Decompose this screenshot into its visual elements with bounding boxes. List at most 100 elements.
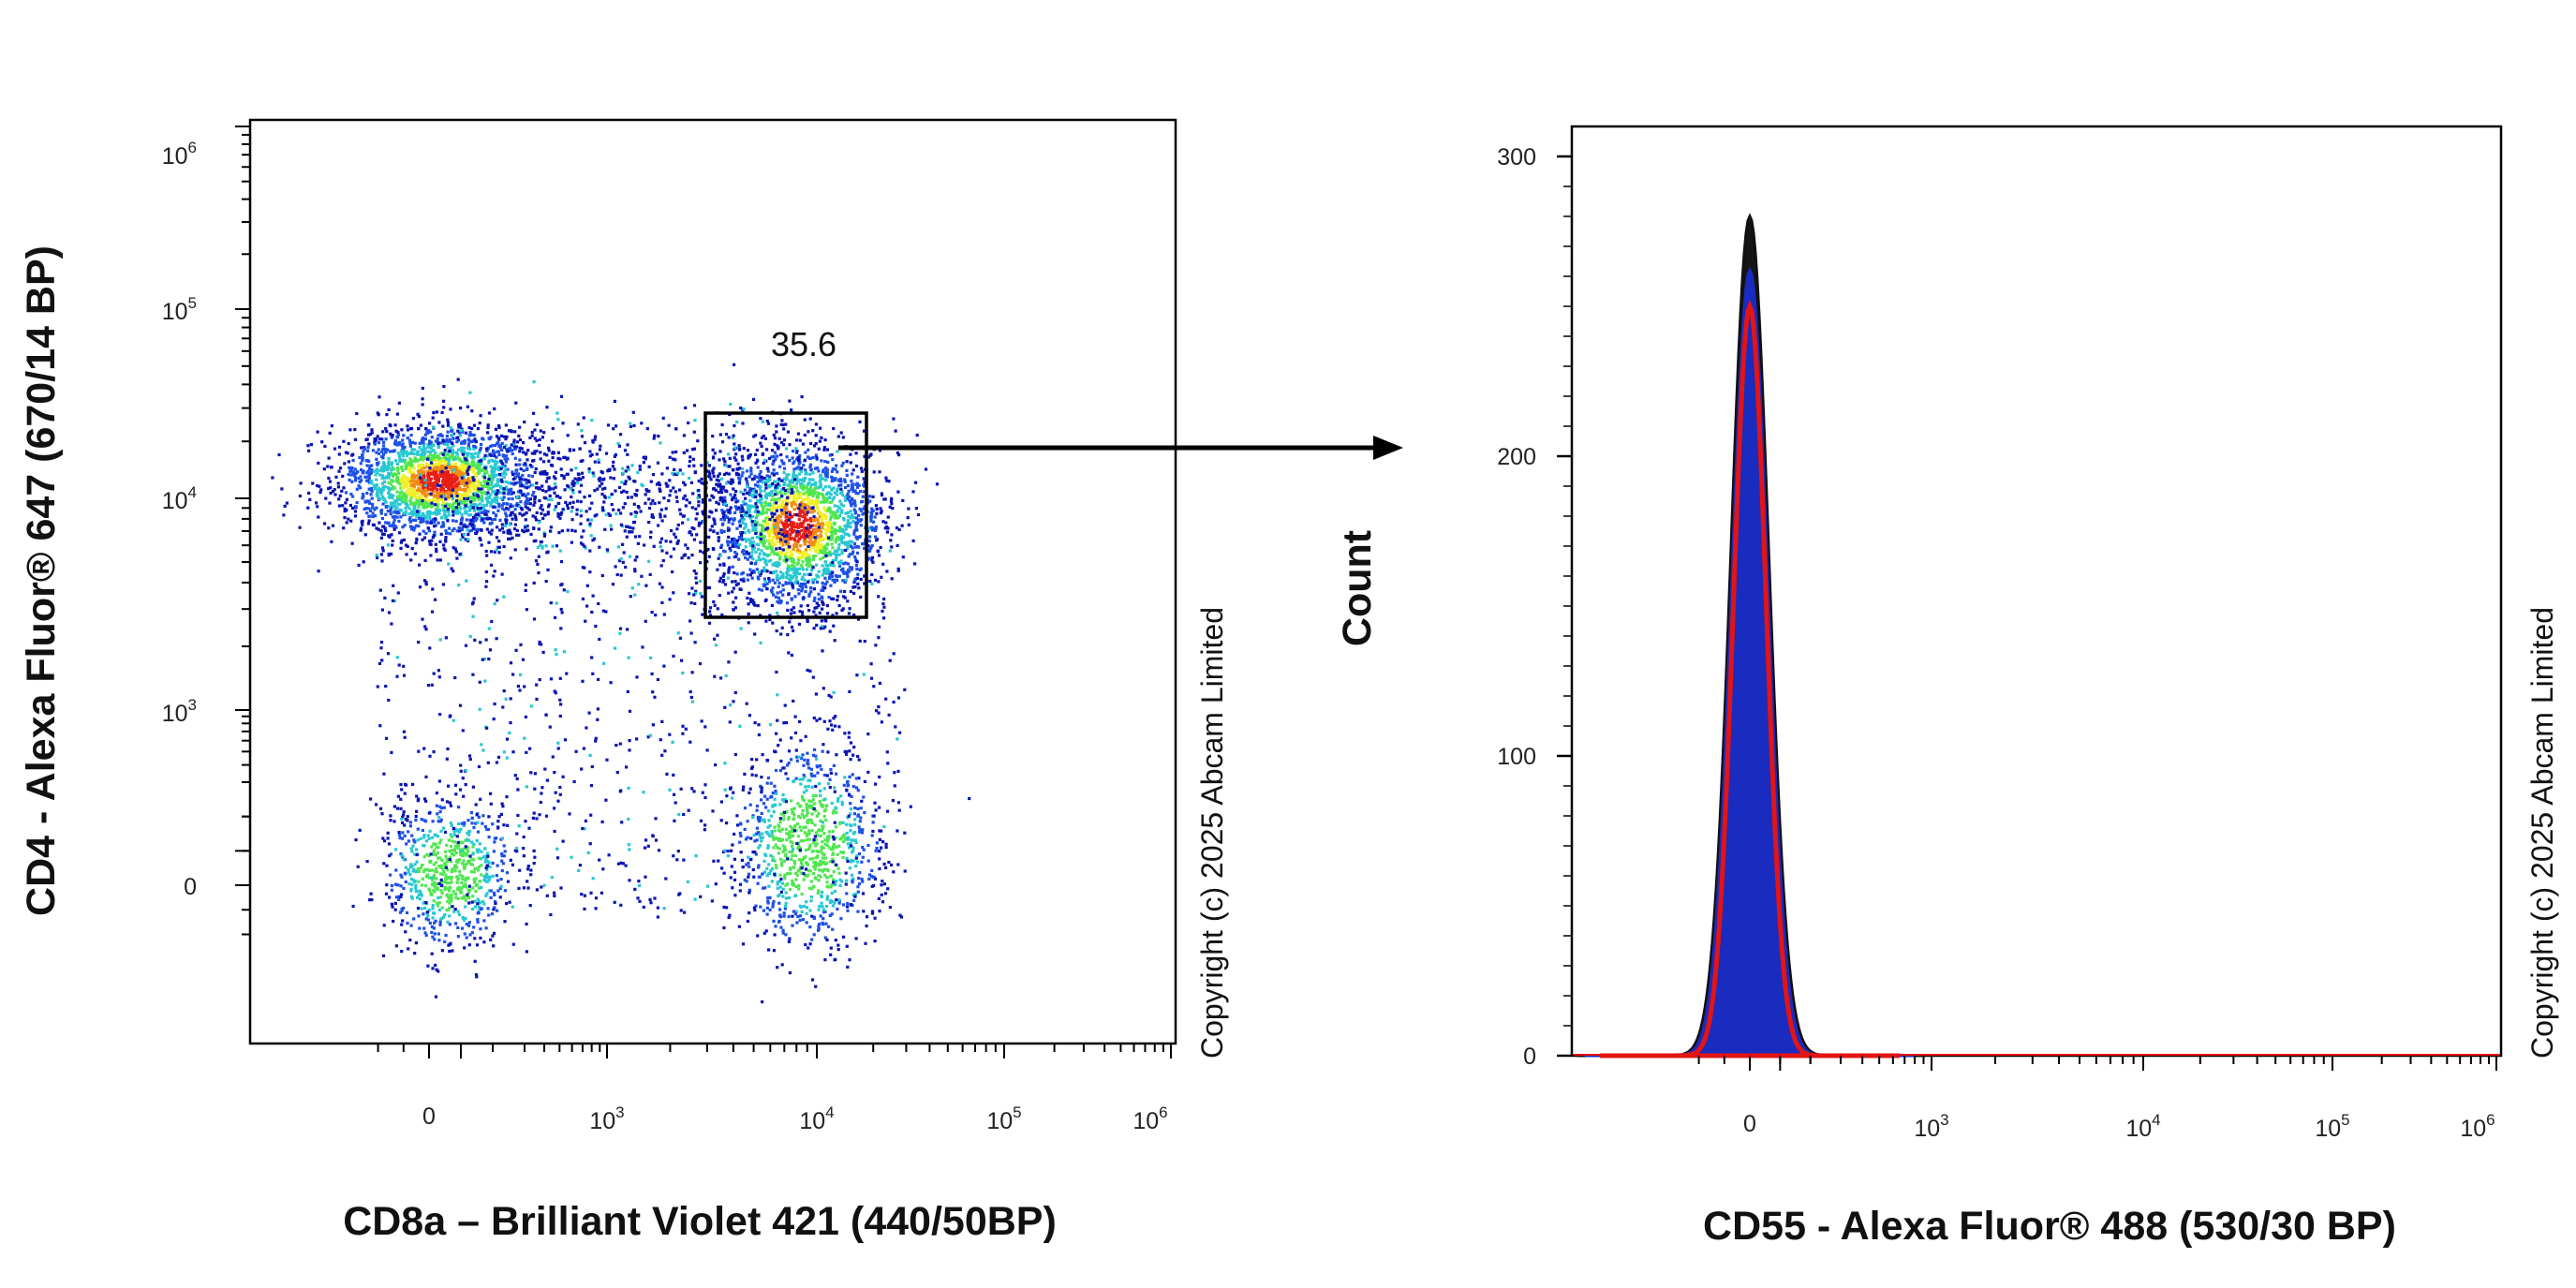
event-dot (795, 475, 799, 480)
event-dot (351, 904, 355, 909)
event-dot (762, 489, 766, 493)
event-dot (748, 499, 752, 503)
event-dot (376, 435, 379, 438)
event-dot (456, 896, 460, 900)
event-dot (382, 452, 386, 456)
event-dot (764, 448, 769, 452)
event-dot (420, 470, 423, 474)
event-dot (416, 492, 420, 496)
event-dot (881, 609, 884, 613)
event-dot (769, 527, 774, 531)
event-dot (451, 528, 454, 532)
event-dot (502, 502, 506, 506)
event-dot (784, 560, 788, 564)
event-dot (492, 850, 496, 853)
event-dot (847, 555, 851, 558)
event-dot (453, 466, 457, 469)
event-dot (454, 469, 458, 473)
event-dot (708, 498, 712, 502)
event-dot (434, 853, 437, 857)
event-dot (760, 480, 763, 483)
event-dot (753, 510, 757, 513)
event-dot (423, 481, 427, 484)
event-dot (439, 818, 443, 822)
event-dot (457, 469, 461, 473)
event-dot (432, 926, 436, 930)
event-dot (357, 477, 361, 481)
event-dot (342, 439, 346, 443)
event-dot (854, 535, 858, 539)
event-dot (763, 500, 767, 505)
event-dot (819, 426, 822, 430)
event-dot (434, 495, 437, 498)
event-dot (554, 485, 557, 489)
event-dot (474, 472, 478, 476)
event-dot (566, 528, 570, 532)
event-dot (298, 526, 302, 529)
event-dot (439, 497, 443, 501)
event-dot (368, 898, 372, 902)
event-dot (422, 443, 425, 447)
event-dot (863, 582, 866, 585)
event-dot (786, 488, 790, 492)
event-dot (860, 877, 864, 881)
event-dot (402, 886, 406, 890)
event-dot (782, 482, 786, 487)
event-dot (751, 495, 755, 499)
event-dot (437, 865, 441, 868)
event-dot (392, 514, 396, 519)
event-dot (723, 583, 728, 586)
event-dot (414, 883, 418, 887)
event-dot (435, 489, 438, 493)
event-dot (827, 570, 832, 573)
event-dot (407, 870, 410, 874)
event-dot (804, 785, 807, 789)
event-dot (832, 552, 836, 555)
event-dot (846, 532, 850, 536)
event-dot (475, 838, 479, 843)
event-dot (405, 504, 408, 508)
event-dot (457, 526, 461, 530)
event-dot (479, 857, 482, 861)
event-dot (538, 443, 541, 447)
event-dot (713, 603, 717, 607)
event-dot (836, 509, 839, 512)
event-dot (828, 526, 832, 529)
event-dot (319, 488, 323, 492)
event-dot (406, 482, 409, 486)
event-dot (853, 521, 857, 525)
event-dot (490, 469, 494, 474)
event-dot (761, 539, 764, 542)
event-dot (428, 480, 432, 483)
event-dot (834, 540, 837, 544)
event-dot (822, 588, 825, 592)
event-dot (760, 497, 763, 501)
event-dot (419, 836, 422, 840)
event-dot (479, 880, 482, 883)
event-dot (718, 580, 721, 584)
event-dot (470, 931, 474, 935)
event-dot (543, 513, 547, 517)
event-dot (776, 484, 779, 488)
event-dot (807, 501, 810, 505)
event-dot (436, 487, 439, 491)
event-dot (440, 798, 444, 802)
event-dot (465, 863, 468, 866)
event-dot (510, 481, 513, 485)
event-dot (480, 468, 483, 472)
event-dot (785, 541, 789, 546)
event-dot (786, 572, 790, 576)
event-dot (373, 508, 377, 511)
event-dot (418, 463, 422, 466)
event-dot (851, 502, 856, 506)
event-dot (463, 441, 466, 445)
event-dot (521, 528, 525, 532)
event-dot (434, 869, 437, 873)
event-dot (776, 600, 779, 603)
event-dot (493, 906, 496, 910)
event-dot (479, 797, 482, 801)
event-dot (378, 437, 382, 441)
event-dot (353, 467, 357, 471)
event-dot (863, 511, 866, 515)
event-dot (821, 905, 824, 909)
